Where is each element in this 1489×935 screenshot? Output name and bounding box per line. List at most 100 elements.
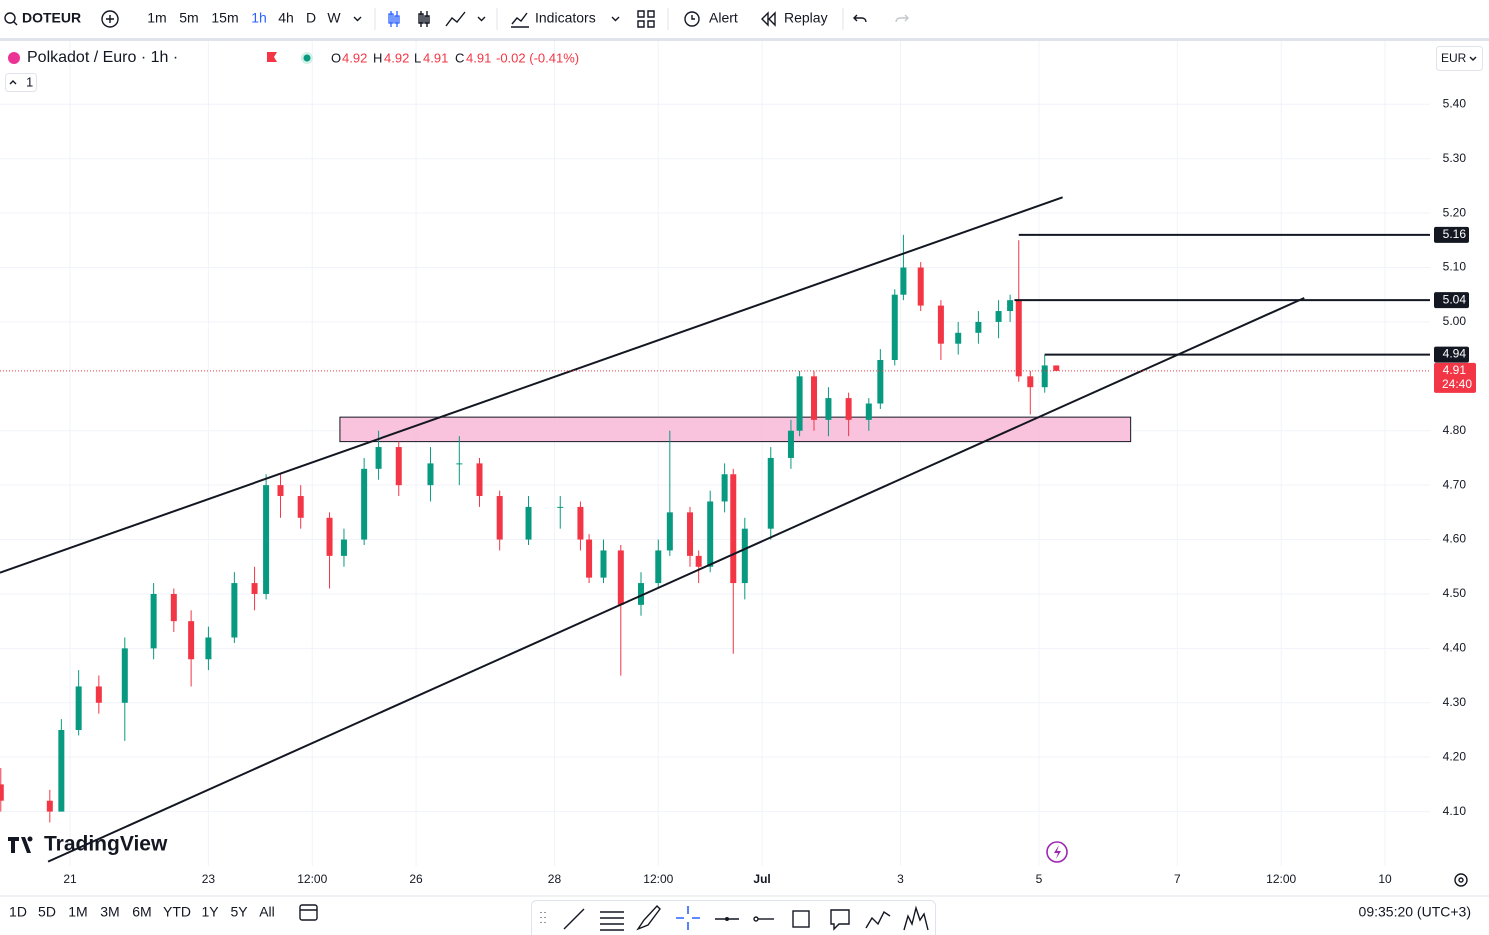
level-label: 5.04: [1443, 292, 1467, 306]
trendline: [0, 196, 1063, 574]
logo-text: TradingView: [44, 833, 168, 856]
candle-body: [251, 583, 258, 594]
interval-group: 1m 5m 15m 1h 4h D W: [147, 10, 341, 26]
interval-button[interactable]: 15m: [211, 10, 238, 26]
candle-body: [975, 321, 982, 333]
chevron[interactable]: [477, 16, 486, 22]
change-value: -0.02 (-0.41%): [496, 50, 579, 65]
indicator-count: 1: [26, 74, 33, 89]
candle-body: [231, 583, 238, 638]
high-value: 4.92: [384, 50, 409, 65]
level-tag: [1434, 226, 1469, 243]
range-button[interactable]: 6M: [132, 904, 151, 920]
replay-icon[interactable]: [761, 11, 776, 27]
crosshair-tool[interactable]: [676, 906, 700, 930]
indicators-button[interactable]: Indicators: [535, 10, 596, 26]
event-marker[interactable]: [1046, 841, 1068, 863]
candle-body: [865, 403, 872, 420]
candle-body: [1041, 365, 1048, 388]
interval-button[interactable]: 1m: [147, 10, 166, 26]
candle-body: [340, 539, 347, 556]
bars-icon[interactable]: [418, 11, 430, 27]
candle-body: [525, 506, 532, 540]
candles-icon[interactable]: [388, 11, 400, 27]
brush-tool[interactable]: [636, 904, 661, 931]
open-value: 4.92: [342, 50, 367, 65]
level-tag: [1434, 346, 1469, 363]
candle-body: [150, 593, 157, 649]
fib-tool[interactable]: [600, 911, 624, 931]
hline-dot: [725, 917, 729, 921]
candle-body: [811, 376, 818, 420]
chevron: [1469, 56, 1477, 61]
text-tool[interactable]: [830, 909, 850, 931]
candle-body: [891, 294, 898, 361]
replay-button[interactable]: Replay: [784, 10, 828, 26]
drawing-toolbar: [531, 900, 936, 935]
candle-body: [1007, 300, 1014, 312]
x-tick-label: 5: [1036, 872, 1043, 886]
range-button[interactable]: 1Y: [201, 904, 219, 920]
settings-icon[interactable]: [1454, 873, 1468, 887]
date-range-icon[interactable]: [299, 904, 318, 921]
indicators-icon[interactable]: [511, 12, 529, 28]
range-button[interactable]: YTD: [163, 904, 191, 920]
range-button[interactable]: All: [259, 904, 275, 920]
chevron-up: [9, 80, 17, 85]
candle-body: [326, 517, 333, 556]
candle-body: [825, 398, 832, 420]
x-tick-label: 28: [548, 872, 562, 886]
legend-title: Polkadot / Euro · 1h ·: [27, 49, 178, 66]
add-symbol[interactable]: [101, 10, 119, 28]
drag-handle[interactable]: [540, 912, 546, 923]
y-tick-label: 4.50: [1443, 586, 1467, 600]
rectangle-tool[interactable]: [792, 910, 810, 928]
open-label: O: [331, 50, 341, 65]
interval-button[interactable]: D: [306, 10, 316, 26]
clock: 09:35:20 (UTC+3): [1359, 904, 1471, 920]
range-button[interactable]: 5Y: [230, 904, 248, 920]
range-button[interactable]: 3M: [100, 904, 119, 920]
redo-icon[interactable]: [895, 14, 909, 23]
alert-button[interactable]: Alert: [709, 10, 738, 26]
flag-icon[interactable]: [267, 52, 277, 62]
candle-body: [937, 305, 944, 344]
undo-icon[interactable]: [853, 14, 867, 23]
candle-body: [721, 474, 728, 502]
interval-button[interactable]: 5m: [179, 10, 198, 26]
level-label: 4.94: [1443, 347, 1467, 361]
elliott-tool[interactable]: [903, 905, 929, 931]
level-label: 5.16: [1443, 227, 1467, 241]
y-tick-label: 5.00: [1443, 314, 1467, 328]
top-toolbar: DOTEUR 1m 5m 15m 1h 4h D W Indicators Alert Re…: [4, 8, 909, 30]
line-icon[interactable]: [445, 11, 466, 27]
candle-body: [188, 621, 195, 660]
pattern-tool[interactable]: [865, 910, 891, 929]
range-button[interactable]: 1D: [9, 904, 27, 920]
interval-button[interactable]: 1h: [251, 10, 267, 26]
currency-box[interactable]: [1436, 46, 1483, 71]
candle-body: [600, 550, 607, 578]
chevron[interactable]: [353, 16, 362, 22]
candle-body: [58, 729, 65, 812]
chevron[interactable]: [611, 16, 620, 22]
indicator-toggle[interactable]: [5, 73, 37, 92]
range-button[interactable]: 1M: [68, 904, 87, 920]
candle-body: [0, 784, 4, 801]
layout-icon[interactable]: [637, 10, 655, 28]
currency[interactable]: EUR: [1441, 51, 1467, 65]
symbol[interactable]: DOTEUR: [22, 10, 81, 26]
add-symbol-plus: [106, 15, 114, 23]
x-tick-label: 3: [897, 872, 904, 886]
alert-icon[interactable]: [684, 11, 700, 27]
x-tick-label: 21: [63, 872, 77, 886]
trendline-tool[interactable]: [563, 908, 585, 930]
search-icon[interactable]: [4, 12, 16, 24]
candle-body: [767, 457, 774, 529]
interval-button[interactable]: 4h: [278, 10, 294, 26]
interval-button[interactable]: W: [327, 10, 341, 26]
range-button[interactable]: 5D: [38, 904, 56, 920]
candle-body: [955, 332, 962, 344]
event-bolt: [1054, 845, 1061, 859]
